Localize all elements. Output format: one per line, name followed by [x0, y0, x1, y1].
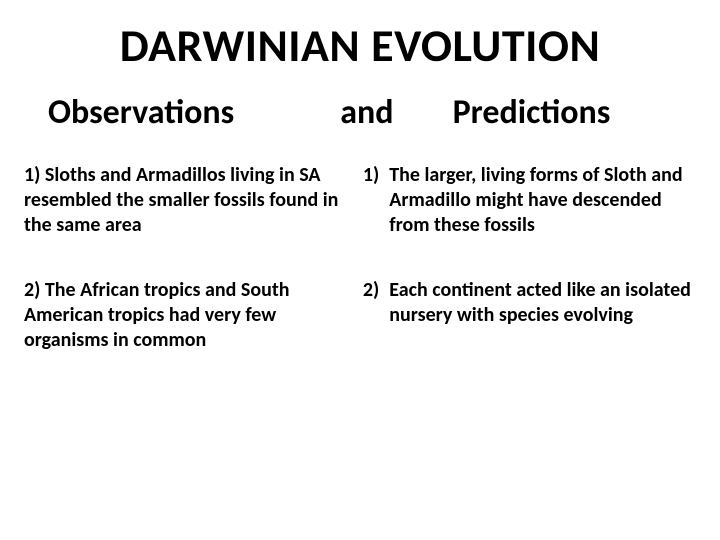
- subheader-observations: Observations: [30, 92, 340, 133]
- subheader-and: and: [340, 92, 432, 133]
- observation-text: 1) Sloths and Armadillos living in SA re…: [24, 163, 353, 238]
- subheader-row: Observations and Predictions: [20, 92, 700, 133]
- prediction-text: The larger, living forms of Sloth and Ar…: [389, 163, 696, 238]
- subheader-predictions: Predictions: [433, 92, 690, 133]
- observation-text: 2) The African tropics and South America…: [24, 278, 353, 353]
- content-row: 1) Sloths and Armadillos living in SA re…: [20, 163, 700, 238]
- content-row: 2) The African tropics and South America…: [20, 278, 700, 353]
- prediction-text: Each continent acted like an isolated nu…: [389, 278, 696, 353]
- prediction-cell: 1) The larger, living forms of Sloth and…: [353, 163, 696, 238]
- prediction-cell: 2) Each continent acted like an isolated…: [353, 278, 696, 353]
- prediction-number: 2): [353, 278, 389, 353]
- prediction-number: 1): [353, 163, 389, 238]
- slide-title: DARWINIAN EVOLUTION: [20, 18, 700, 74]
